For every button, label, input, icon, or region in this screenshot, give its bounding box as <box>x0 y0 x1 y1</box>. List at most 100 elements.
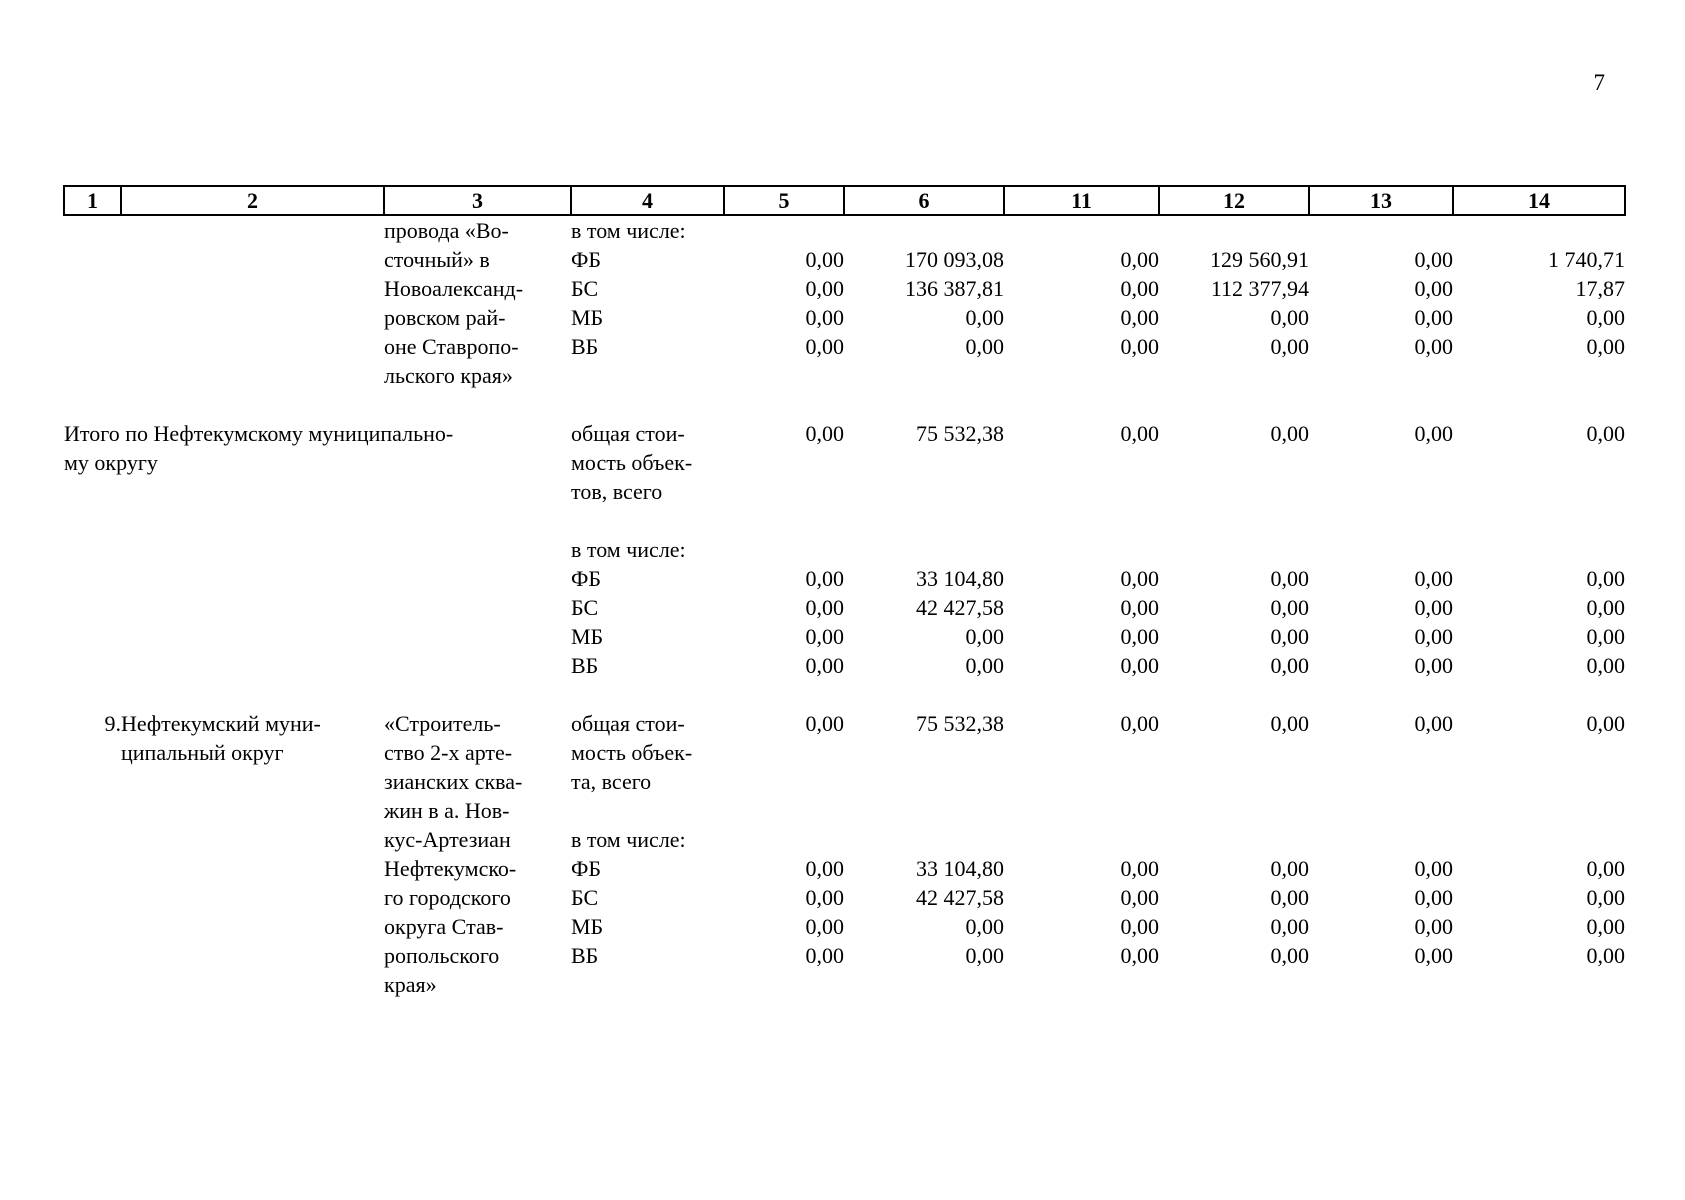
value-cell: 0,00 <box>805 595 845 620</box>
value-cell: 0,00 <box>1120 885 1160 910</box>
value-cell: 0,00 <box>965 624 1005 649</box>
value-cell: 0,00 <box>1120 305 1160 330</box>
table-row: сточный» в ФБ 0,00 170 093,08 0,00 129 560,91… <box>64 245 1625 274</box>
value-cell: 0,00 <box>805 247 845 272</box>
value-cell: 0,00 <box>805 653 845 678</box>
table-row: в том числе: <box>64 535 1625 564</box>
value-cell: 0,00 <box>1270 914 1310 939</box>
value-cell: 0,00 <box>805 566 845 591</box>
budget-table: 1 2 3 4 5 6 11 12 13 14 провода «Во-в том числе: с… <box>63 185 1626 999</box>
value-cell <box>1453 535 1625 564</box>
municipality-cell <box>121 883 384 912</box>
municipality-cell <box>121 912 384 941</box>
value-cell: 42 427,58 <box>916 885 1004 910</box>
value-cell: 0,00 <box>1414 595 1454 620</box>
table-row: провода «Во-в том числе: <box>64 215 1625 245</box>
value-cell: 75 532,38 <box>916 421 1004 446</box>
value-cell: 0,00 <box>1120 421 1160 446</box>
value-cell: 0,00 <box>1586 566 1626 591</box>
value-cell <box>724 738 844 767</box>
object-name-cell <box>384 651 571 680</box>
object-name-cell: ровском рай- <box>384 305 506 330</box>
value-cell: 0,00 <box>1270 624 1310 649</box>
value-cell: 0,00 <box>1414 943 1454 968</box>
value-cell: 0,00 <box>1586 624 1626 649</box>
row-number-cell <box>64 245 121 274</box>
table-row: ФБ 0,00 33 104,80 0,00 0,00 0,00 0,00 <box>64 564 1625 593</box>
value-cell <box>724 825 844 854</box>
table-row: Нефтекумско- ФБ 0,00 33 104,80 0,00 0,00 0,00 0… <box>64 854 1625 883</box>
municipality-cell <box>121 303 384 332</box>
object-name-cell <box>384 564 571 593</box>
cost-type-cell: тов, всего <box>571 479 663 504</box>
spacer-row <box>64 680 1625 709</box>
table-row: го городского БС 0,00 42 427,58 0,00 0,00 0,00… <box>64 883 1625 912</box>
row-number-cell <box>64 651 121 680</box>
value-cell: 17,87 <box>1575 276 1626 301</box>
table-row: ВБ 0,00 0,00 0,00 0,00 0,00 0,00 <box>64 651 1625 680</box>
cost-type-cell: общая стои- <box>571 421 685 446</box>
value-cell: 0,00 <box>965 305 1005 330</box>
municipality-cell <box>121 970 384 999</box>
municipality-cell <box>121 477 384 506</box>
value-cell <box>1453 477 1625 506</box>
row-number-cell <box>64 361 121 390</box>
row-label-span: Итого по Нефтекумскому муниципально- <box>64 421 454 446</box>
row-number-cell <box>64 825 121 854</box>
object-name-cell: льского края» <box>384 363 513 388</box>
value-cell: 0,00 <box>805 856 845 881</box>
column-header: 6 <box>843 185 1005 216</box>
value-cell: 0,00 <box>805 711 845 736</box>
value-cell: 33 104,80 <box>916 566 1004 591</box>
value-cell <box>1004 767 1159 796</box>
column-header: 1 <box>63 185 122 216</box>
row-number-cell <box>64 970 121 999</box>
cost-type-cell: БС <box>571 885 599 910</box>
object-name-cell <box>384 535 571 564</box>
value-cell: 0,00 <box>1270 421 1310 446</box>
municipality-cell <box>121 767 384 796</box>
table-row: му округу мость объек- <box>64 448 1625 477</box>
value-cell: 0,00 <box>1270 653 1310 678</box>
value-cell: 0,00 <box>1120 247 1160 272</box>
value-cell <box>1309 448 1453 477</box>
object-name-cell: сточный» в <box>384 247 490 272</box>
value-cell <box>1159 215 1309 245</box>
cost-type-cell: ФБ <box>571 856 602 881</box>
object-name-cell: зианских сква- <box>384 769 523 794</box>
value-cell: 0,00 <box>1270 885 1310 910</box>
column-header: 14 <box>1452 185 1626 216</box>
column-header: 4 <box>570 185 725 216</box>
object-name-cell: Новоалександ- <box>384 276 524 301</box>
municipality-cell <box>121 332 384 361</box>
municipality-cell <box>121 361 384 390</box>
value-cell: 0,00 <box>1414 856 1454 881</box>
object-name-cell: кус-Артезиан <box>384 827 511 852</box>
value-cell: 0,00 <box>1120 943 1160 968</box>
value-cell <box>844 767 1004 796</box>
object-name-cell <box>384 477 571 506</box>
value-cell <box>1004 477 1159 506</box>
table-row: зианских сква-та, всего <box>64 767 1625 796</box>
value-cell: 0,00 <box>1120 914 1160 939</box>
value-cell: 0,00 <box>1586 885 1626 910</box>
value-cell: 0,00 <box>805 624 845 649</box>
value-cell: 0,00 <box>1586 305 1626 330</box>
value-cell: 0,00 <box>1270 305 1310 330</box>
value-cell: 0,00 <box>1414 247 1454 272</box>
value-cell: 0,00 <box>1270 566 1310 591</box>
value-cell: 0,00 <box>1414 624 1454 649</box>
row-number-cell <box>64 883 121 912</box>
value-cell <box>724 477 844 506</box>
value-cell <box>1309 738 1453 767</box>
value-cell <box>1159 825 1309 854</box>
object-name-cell: Нефтекумско- <box>384 856 517 881</box>
value-cell <box>1159 448 1309 477</box>
table-row: льского края» <box>64 361 1625 390</box>
value-cell <box>844 215 1004 245</box>
value-cell: 0,00 <box>1586 595 1626 620</box>
cost-type-cell: ВБ <box>571 653 599 678</box>
value-cell: 0,00 <box>1414 914 1454 939</box>
value-cell: 1 740,71 <box>1548 247 1625 272</box>
value-cell: 0,00 <box>1586 334 1626 359</box>
